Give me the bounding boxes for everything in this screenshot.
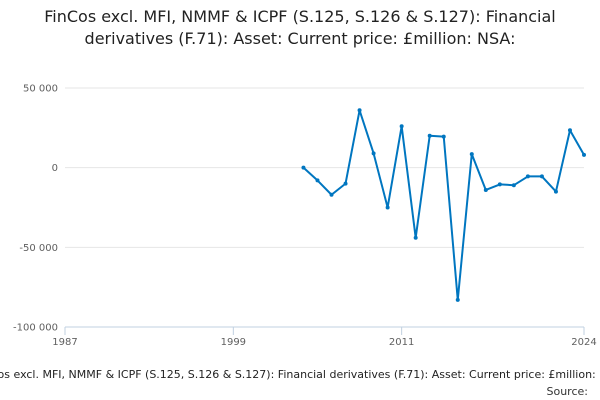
data-point[interactable] xyxy=(301,165,306,170)
data-point[interactable] xyxy=(357,108,362,113)
data-point[interactable] xyxy=(441,134,446,139)
data-point[interactable] xyxy=(399,124,404,129)
data-point[interactable] xyxy=(455,297,460,302)
data-point[interactable] xyxy=(553,189,558,194)
x-tick-label: 2024 xyxy=(571,337,596,348)
data-point[interactable] xyxy=(469,152,474,157)
chart-title: FinCos excl. MFI, NMMF & ICPF (S.125, S.… xyxy=(44,7,556,48)
series-line xyxy=(302,109,585,301)
x-tick-label: 1987 xyxy=(52,337,77,348)
y-tick-label: 50 000 xyxy=(23,84,58,95)
data-point[interactable] xyxy=(483,187,488,192)
caption-layer: FinCos excl. MFI, NMMF & ICPF (S.125, S.… xyxy=(0,368,600,398)
data-point[interactable] xyxy=(343,181,348,186)
data-point[interactable] xyxy=(413,235,418,240)
series-layer xyxy=(301,108,586,302)
x-tick-label: 2011 xyxy=(389,337,414,348)
data-point[interactable] xyxy=(427,133,432,138)
data-point[interactable] xyxy=(371,151,376,156)
grid-lines xyxy=(65,87,584,328)
data-point[interactable] xyxy=(582,152,586,157)
data-point[interactable] xyxy=(567,128,572,133)
data-point[interactable] xyxy=(329,192,334,197)
source-label: Source: xyxy=(547,385,589,398)
y-tick-label: 0 xyxy=(52,163,58,174)
data-point[interactable] xyxy=(315,178,320,183)
y-tick-label: -100 000 xyxy=(13,323,58,334)
data-point[interactable] xyxy=(539,174,544,179)
chart-caption: FinCos excl. MFI, NMMF & ICPF (S.125, S.… xyxy=(0,368,600,381)
data-point[interactable] xyxy=(511,183,516,188)
data-point[interactable] xyxy=(497,182,502,187)
data-point[interactable] xyxy=(385,205,390,210)
data-point[interactable] xyxy=(525,174,530,179)
x-tick-label: 1999 xyxy=(221,337,246,348)
y-tick-label: -50 000 xyxy=(19,243,58,254)
axes: 50 000 0 -50 000 -100 000 1987 1999 2011 2024 xyxy=(13,84,597,349)
